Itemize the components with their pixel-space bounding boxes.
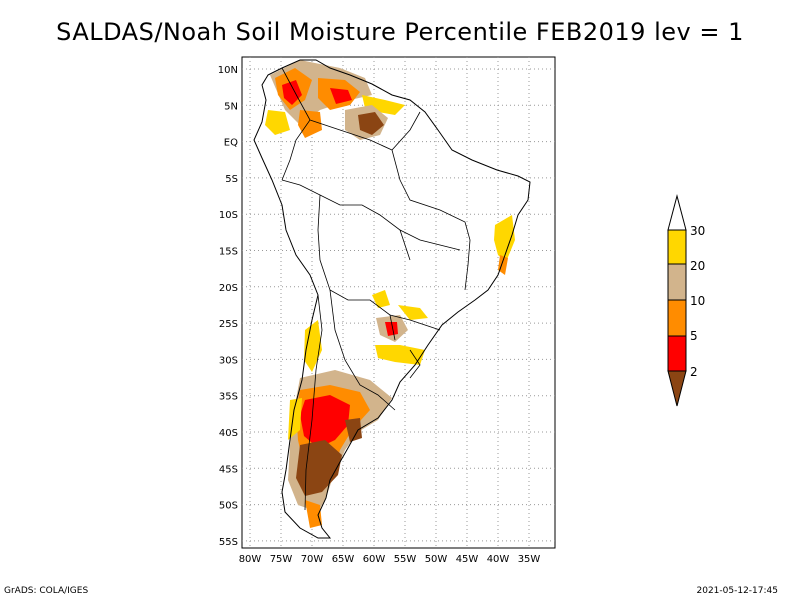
lat-tick-label: 10S	[219, 210, 238, 221]
lon-tick-label: 35W	[518, 554, 541, 565]
longitude-labels: 80W 75W 70W 65W 60W 55W 50W 45W 40W 35W	[239, 554, 541, 565]
lat-tick-label: 40S	[219, 428, 238, 439]
moisture-region-red	[300, 395, 350, 448]
lon-tick-label: 50W	[425, 554, 448, 565]
moisture-region-dark-brown	[296, 440, 342, 496]
moisture-region-orange	[298, 110, 322, 138]
latitude-labels: 10N 5N EQ 5S 10S 15S 20S 25S 30S 35S 40S 45S 50S 55S	[218, 65, 238, 548]
moisture-region-orange	[305, 500, 322, 528]
moisture-region-dark-brown	[345, 418, 362, 442]
lat-tick-label: 55S	[219, 537, 238, 548]
coastline	[253, 59, 531, 539]
continent-outline	[253, 59, 531, 539]
moisture-region-red	[330, 88, 352, 104]
moisture-region-yellow	[398, 305, 428, 320]
legend-label: 10	[690, 294, 705, 308]
moisture-region-yellow	[372, 290, 390, 308]
moisture-region-orange	[498, 255, 508, 275]
moisture-region-red	[385, 322, 398, 336]
colorbar-legend: 30 20 10 5 2	[667, 194, 705, 407]
legend-swatch-5-10	[667, 299, 687, 337]
lon-tick-label: 40W	[487, 554, 510, 565]
legend-bottom-arrow	[667, 370, 687, 407]
legend-label: 5	[690, 329, 698, 343]
footer-timestamp: 2021-05-12-17:45	[696, 586, 779, 596]
lon-tick-label: 75W	[270, 554, 293, 565]
legend-swatch-2-5	[667, 335, 687, 372]
lat-tick-label: 5N	[224, 101, 238, 112]
lon-tick-label: 55W	[394, 554, 417, 565]
lat-tick-label: EQ	[224, 138, 238, 149]
moisture-region-yellow	[375, 345, 425, 365]
map-title: SALDAS/Noah Soil Moisture Percentile FEB…	[56, 18, 744, 46]
legend-label: 30	[690, 224, 705, 238]
lat-tick-label: 25S	[219, 319, 238, 330]
lon-tick-label: 70W	[301, 554, 324, 565]
moisture-region-red	[282, 80, 302, 105]
lat-tick-label: 15S	[219, 247, 238, 258]
moisture-region-yellow	[265, 110, 290, 135]
lat-tick-label: 10N	[218, 65, 238, 76]
lat-tick-label: 45S	[219, 464, 238, 475]
legend-swatch-10-20	[667, 263, 687, 301]
lat-tick-label: 50S	[219, 501, 238, 512]
legend-label: 20	[690, 259, 705, 273]
country-borders	[281, 67, 471, 511]
moisture-region-yellow	[494, 215, 515, 262]
lat-tick-label: 30S	[219, 355, 238, 366]
moisture-fill	[265, 60, 515, 528]
legend-top-arrow	[667, 194, 687, 231]
lat-tick-label: 5S	[225, 174, 238, 185]
moisture-region-dark-brown	[358, 112, 384, 135]
lon-tick-label: 60W	[363, 554, 386, 565]
lat-tick-label: 20S	[219, 283, 238, 294]
lat-tick-label: 35S	[219, 392, 238, 403]
lon-tick-label: 65W	[332, 554, 355, 565]
lon-tick-label: 45W	[456, 554, 479, 565]
footer-credit: GrADS: COLA/IGES	[4, 586, 89, 596]
legend-label: 2	[690, 365, 698, 379]
legend-swatch-20-30	[667, 229, 687, 265]
map-frame	[241, 56, 556, 549]
lon-tick-label: 80W	[239, 554, 262, 565]
